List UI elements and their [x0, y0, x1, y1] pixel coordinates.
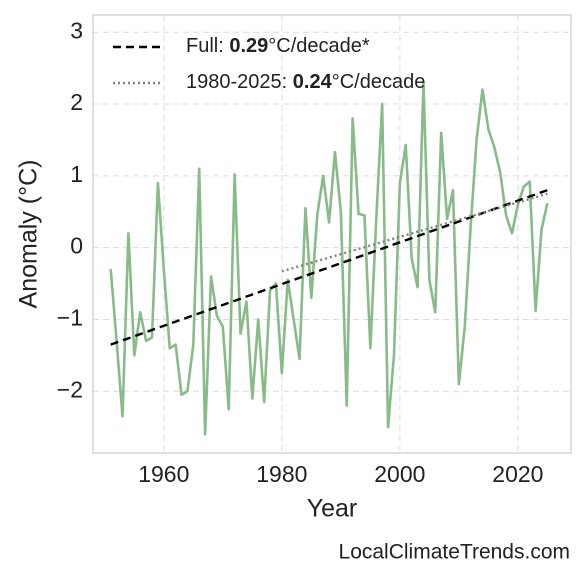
legend-label-part: Full:: [186, 35, 229, 57]
legend-label: 1980-2025: 0.24°C/decade: [186, 71, 425, 93]
legend-label-part: 0.29: [229, 35, 268, 57]
y-tick-label: 1: [70, 161, 83, 187]
y-axis-label: Anomaly (°C): [15, 160, 43, 309]
y-tick-label: −1: [57, 305, 83, 331]
y-tick-label: 0: [70, 233, 83, 259]
x-tick-label: 2000: [374, 461, 425, 487]
y-tick-label: −2: [57, 376, 83, 402]
y-tick-label: 3: [70, 17, 83, 43]
legend-label-part: °C/decade*: [268, 35, 370, 57]
legend-label-part: °C/decade: [332, 71, 426, 93]
plot-frame: [92, 14, 572, 454]
x-tick-label: 2020: [492, 461, 543, 487]
x-tick-label: 1980: [256, 461, 307, 487]
trend-line: [281, 192, 548, 273]
source: LocalClimateTrends.com: [339, 541, 570, 564]
legend-label-part: 1980-2025:: [186, 71, 293, 93]
data-line: [109, 81, 549, 436]
x-tick-label: 1960: [138, 461, 189, 487]
x-axis-label: Year: [307, 495, 358, 523]
legend-label: Full: 0.29°C/decade*: [186, 35, 370, 57]
y-tick-label: 2: [70, 89, 83, 115]
legend-label-part: 0.24: [293, 71, 333, 93]
